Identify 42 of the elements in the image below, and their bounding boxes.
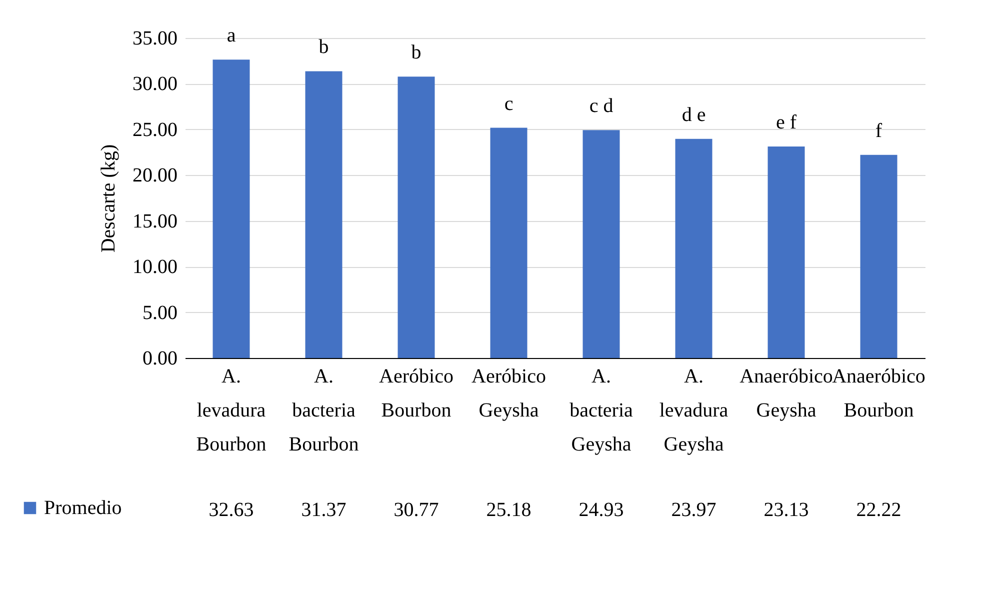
y-tick-label: 25.00: [132, 118, 178, 141]
data-label: 31.37: [301, 499, 346, 521]
y-axis-title: Descarte (kg): [98, 144, 120, 253]
annotation: e f: [776, 112, 797, 134]
annotation: a: [226, 24, 236, 47]
x-tick-label: A. bacteria Geysha: [570, 366, 634, 456]
data-label: 24.93: [578, 499, 624, 521]
data-label: 23.97: [671, 499, 716, 521]
x-tick-label: Anaeróbico Bourbon: [832, 366, 926, 422]
bar: [490, 128, 528, 358]
bar: [305, 71, 342, 358]
data-label: 32.63: [208, 499, 254, 521]
x-tick-label: Aeróbico Bourbon: [379, 366, 454, 422]
y-tick-label: 5.00: [142, 302, 178, 324]
y-tick-label: 10.00: [132, 256, 178, 278]
data-label: 23.13: [764, 499, 809, 521]
y-tick-label: 30.00: [132, 73, 178, 96]
annotation: c: [504, 92, 514, 115]
x-tick-label: Anaeróbico Geysha: [740, 366, 833, 422]
y-tick-label: 0.00: [142, 348, 178, 370]
x-tick-label: Aeróbico Geysha: [472, 366, 546, 422]
y-tick-label: 15.00: [132, 210, 178, 232]
bar: [582, 130, 620, 358]
x-tick-label: A. levadura Bourbon: [196, 366, 266, 456]
y-tick-label: 35.00: [132, 28, 178, 50]
y-tick-label: 20.00: [132, 164, 178, 187]
legend-label: Promedio: [44, 497, 122, 519]
x-tick-label: A. bacteria Bourbon: [288, 366, 359, 456]
annotation: d e: [682, 104, 706, 126]
annotation: f: [875, 120, 882, 142]
data-label: 25.18: [486, 499, 532, 521]
bar: [768, 146, 805, 358]
data-label: 22.22: [856, 499, 902, 521]
annotation: b: [411, 42, 422, 64]
annotation: c d: [589, 95, 614, 118]
x-tick-label: A. levadura Geysha: [659, 366, 728, 456]
annotation: b: [318, 36, 329, 58]
bar: [212, 60, 250, 358]
bar: [675, 138, 712, 358]
bar: [398, 76, 435, 358]
bar: [860, 154, 898, 358]
data-label: 30.77: [394, 499, 439, 521]
